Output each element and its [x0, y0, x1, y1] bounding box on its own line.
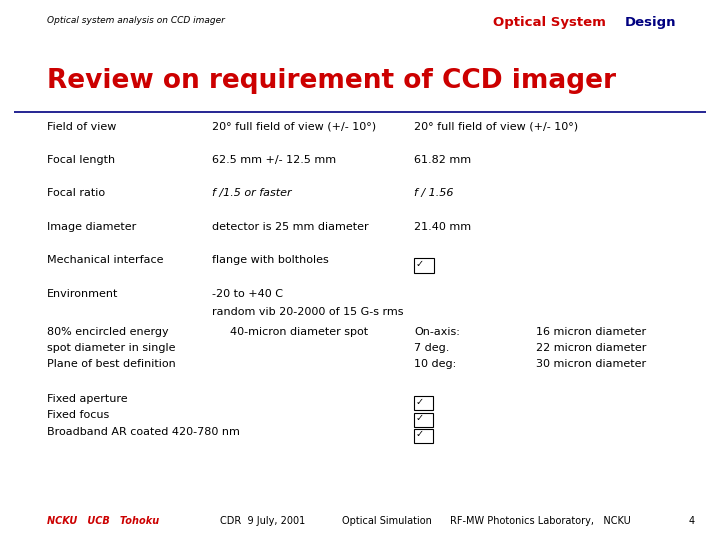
- Text: random vib 20-2000 of 15 G-s rms: random vib 20-2000 of 15 G-s rms: [212, 307, 404, 317]
- Text: Focal ratio: Focal ratio: [47, 188, 105, 199]
- Text: 21.40 mm: 21.40 mm: [414, 222, 471, 232]
- Text: Focal length: Focal length: [47, 155, 115, 165]
- Text: detector is 25 mm diameter: detector is 25 mm diameter: [212, 222, 369, 232]
- Text: 80% encircled energy: 80% encircled energy: [47, 327, 168, 337]
- Text: RF-MW Photonics Laboratory,   NCKU: RF-MW Photonics Laboratory, NCKU: [450, 516, 631, 526]
- Text: 16 micron diameter: 16 micron diameter: [536, 327, 647, 337]
- Text: Optical system analysis on CCD imager: Optical system analysis on CCD imager: [47, 16, 225, 25]
- Text: Plane of best definition: Plane of best definition: [47, 359, 176, 369]
- Text: CDR  9 July, 2001: CDR 9 July, 2001: [220, 516, 305, 526]
- Text: Field of view: Field of view: [47, 122, 116, 132]
- Text: Optical Simulation: Optical Simulation: [342, 516, 432, 526]
- Text: 30 micron diameter: 30 micron diameter: [536, 359, 647, 369]
- Text: spot diameter in single: spot diameter in single: [47, 343, 175, 353]
- Text: -20 to +40 C: -20 to +40 C: [212, 289, 284, 299]
- Text: Design: Design: [625, 16, 677, 29]
- Text: Image diameter: Image diameter: [47, 222, 136, 232]
- Text: Mechanical interface: Mechanical interface: [47, 255, 163, 266]
- Text: 7 deg.: 7 deg.: [414, 343, 449, 353]
- Text: 22 micron diameter: 22 micron diameter: [536, 343, 647, 353]
- Text: 4: 4: [688, 516, 695, 526]
- Text: Broadband AR coated 420-780 nm: Broadband AR coated 420-780 nm: [47, 427, 240, 437]
- Text: ✓: ✓: [416, 429, 424, 440]
- Text: 20° full field of view (+/- 10°): 20° full field of view (+/- 10°): [414, 122, 578, 132]
- Text: Optical System: Optical System: [493, 16, 611, 29]
- Text: ✓: ✓: [416, 259, 424, 269]
- Text: Fixed aperture: Fixed aperture: [47, 394, 127, 404]
- Text: 20° full field of view (+/- 10°): 20° full field of view (+/- 10°): [212, 122, 377, 132]
- Text: 40-micron diameter spot: 40-micron diameter spot: [230, 327, 369, 337]
- Text: Review on requirement of CCD imager: Review on requirement of CCD imager: [47, 68, 616, 93]
- Text: 61.82 mm: 61.82 mm: [414, 155, 471, 165]
- Text: f /1.5 or faster: f /1.5 or faster: [212, 188, 292, 199]
- Text: NCKU   UCB   Tohoku: NCKU UCB Tohoku: [47, 516, 159, 526]
- Text: flange with boltholes: flange with boltholes: [212, 255, 329, 266]
- Text: ✓: ✓: [416, 397, 424, 407]
- Text: f / 1.56: f / 1.56: [414, 188, 454, 199]
- Text: Environment: Environment: [47, 289, 118, 299]
- Text: 62.5 mm +/- 12.5 mm: 62.5 mm +/- 12.5 mm: [212, 155, 336, 165]
- Text: On-axis:: On-axis:: [414, 327, 460, 337]
- Text: 10 deg:: 10 deg:: [414, 359, 456, 369]
- Text: Fixed focus: Fixed focus: [47, 410, 109, 421]
- Text: ✓: ✓: [416, 413, 424, 423]
